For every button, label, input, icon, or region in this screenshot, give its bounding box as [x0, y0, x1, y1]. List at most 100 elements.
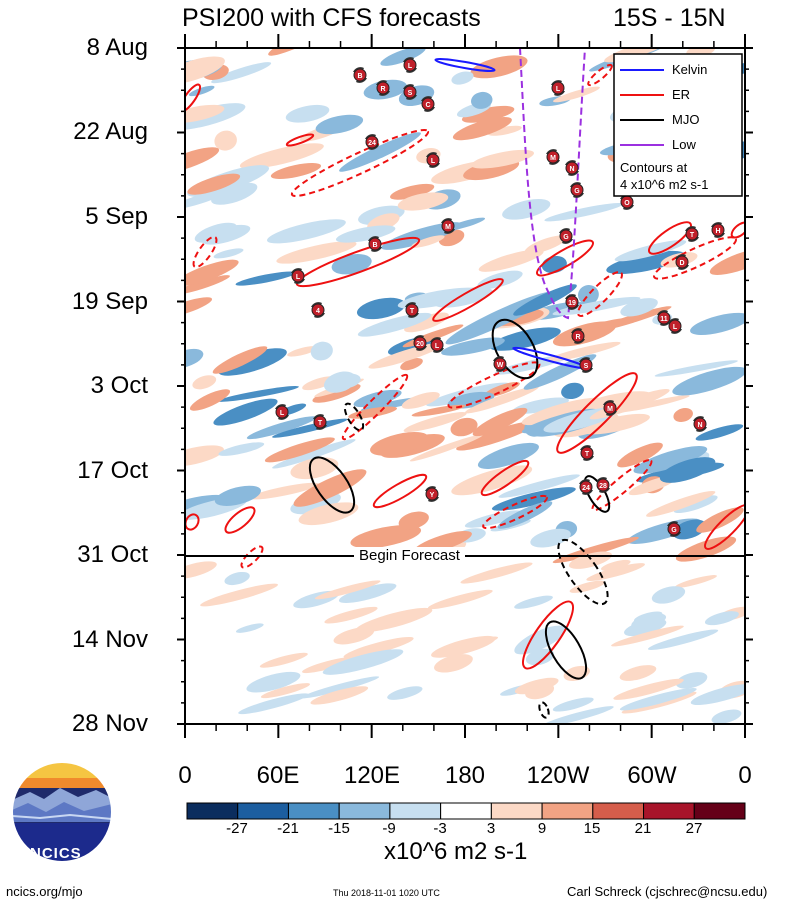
negative-anomaly [335, 225, 396, 243]
y-tick-label: 31 Oct [77, 541, 148, 568]
positive-anomaly [434, 654, 473, 673]
positive-anomaly [478, 249, 544, 272]
positive-anomaly [458, 636, 499, 649]
colorbar-label: 3 [486, 820, 496, 837]
cyclone-label: O [624, 200, 630, 207]
negative-anomaly [357, 312, 432, 337]
cyclone-icon: 24 [365, 134, 379, 150]
cyclone-icon: L [668, 318, 682, 334]
cyclone-icon: R [571, 328, 585, 344]
logo-text: NCICS [30, 845, 82, 862]
colorbar-label: 15 [583, 820, 601, 837]
negative-anomaly [272, 439, 356, 469]
cyclone-core [275, 405, 289, 419]
cyclone-icon: B [368, 236, 382, 252]
cyclone-label: M [445, 224, 451, 231]
mjo-contour [308, 456, 356, 514]
negative-anomaly [619, 687, 697, 711]
negative-anomaly [659, 457, 716, 483]
positive-anomaly [214, 130, 237, 151]
strong-anomaly [212, 346, 268, 374]
cyclone-icon: L [275, 404, 289, 420]
cyclone-core [657, 311, 671, 325]
er-contour [295, 236, 421, 288]
cyclone-icon: C [421, 96, 435, 112]
x-tick-label: 60E [256, 762, 300, 789]
footer-timestamp: Thu 2018-11-01 1020 UTC [333, 888, 440, 898]
x-tick-label: 120E [343, 762, 401, 789]
colorbar-swatch [237, 802, 289, 820]
er-contour [591, 458, 653, 512]
cyclone-label: Y [430, 492, 435, 499]
footer-site: ncics.org/mjo [6, 884, 83, 899]
negative-anomaly [218, 348, 287, 376]
positive-anomaly [521, 397, 605, 426]
negative-anomaly [647, 629, 719, 650]
cyclone-icon: 11 [657, 310, 671, 326]
negative-anomaly [471, 91, 493, 109]
negative-anomaly [218, 442, 265, 456]
negative-anomaly [381, 222, 462, 250]
positive-anomaly [674, 575, 718, 588]
negative-anomaly [451, 71, 474, 85]
x-tick-label: 120W [526, 762, 590, 789]
colorbar-units: x10^6 m2 s-1 [384, 838, 528, 865]
colorbar-label: -15 [328, 820, 350, 837]
cyclone-label: G [671, 527, 677, 534]
colorbar-label: 21 [634, 820, 652, 837]
colorbar-swatch [440, 802, 492, 820]
negative-anomaly [631, 613, 667, 630]
cyclone-label: L [296, 274, 301, 281]
positive-anomaly [185, 275, 230, 295]
cyclone-label: R [380, 86, 385, 93]
negative-anomaly [211, 182, 258, 205]
positive-anomaly [471, 149, 534, 169]
er-contour [372, 473, 428, 509]
cyclone-core [311, 303, 325, 317]
cyclone-core [565, 295, 579, 309]
negative-anomaly [331, 254, 372, 275]
colorbar-swatch [389, 802, 442, 820]
cyclone-icon: T [685, 226, 699, 242]
negative-anomaly [690, 684, 745, 706]
positive-anomaly [409, 434, 484, 462]
negative-anomaly [675, 672, 708, 689]
cyclone-label: T [410, 308, 415, 315]
cyclone-core [425, 487, 439, 501]
cyclone-icon: G [559, 228, 573, 244]
negative-anomaly [502, 198, 551, 220]
negative-anomaly [711, 709, 742, 724]
negative-anomaly [335, 373, 361, 389]
x-tick-label: 60W [627, 762, 677, 789]
cyclone-label: S [408, 90, 413, 97]
negative-anomaly [489, 327, 561, 351]
negative-anomaly [235, 623, 264, 633]
cyclone-icon: Y [425, 486, 439, 502]
negative-anomaly [356, 297, 406, 320]
cyclone-core [668, 319, 682, 333]
strong-anomaly [696, 507, 744, 533]
chart-title: PSI200 with CFS forecasts [182, 4, 481, 32]
negative-anomaly [544, 202, 624, 222]
negative-anomaly [606, 250, 686, 275]
cyclone-core [365, 135, 379, 149]
kelvin-contour [434, 58, 496, 72]
positive-anomaly [411, 404, 466, 417]
positive-anomaly [343, 636, 414, 659]
negative-anomaly [246, 671, 301, 693]
cyclone-label: L [673, 324, 678, 331]
negative-anomaly [272, 418, 348, 438]
cyclone-icon: G [667, 521, 681, 537]
positive-anomaly [470, 55, 528, 79]
negative-anomaly [300, 676, 380, 699]
wave-contours [185, 58, 745, 719]
cyclone-icon: 20 [413, 335, 427, 351]
cyclone-label: M [550, 155, 556, 162]
cyclone-icon: N [565, 160, 579, 176]
cyclone-core [291, 269, 305, 283]
negative-anomaly [552, 296, 641, 316]
cyclone-icon: N [693, 416, 707, 432]
positive-anomaly [452, 117, 512, 141]
positive-anomaly [709, 247, 745, 275]
